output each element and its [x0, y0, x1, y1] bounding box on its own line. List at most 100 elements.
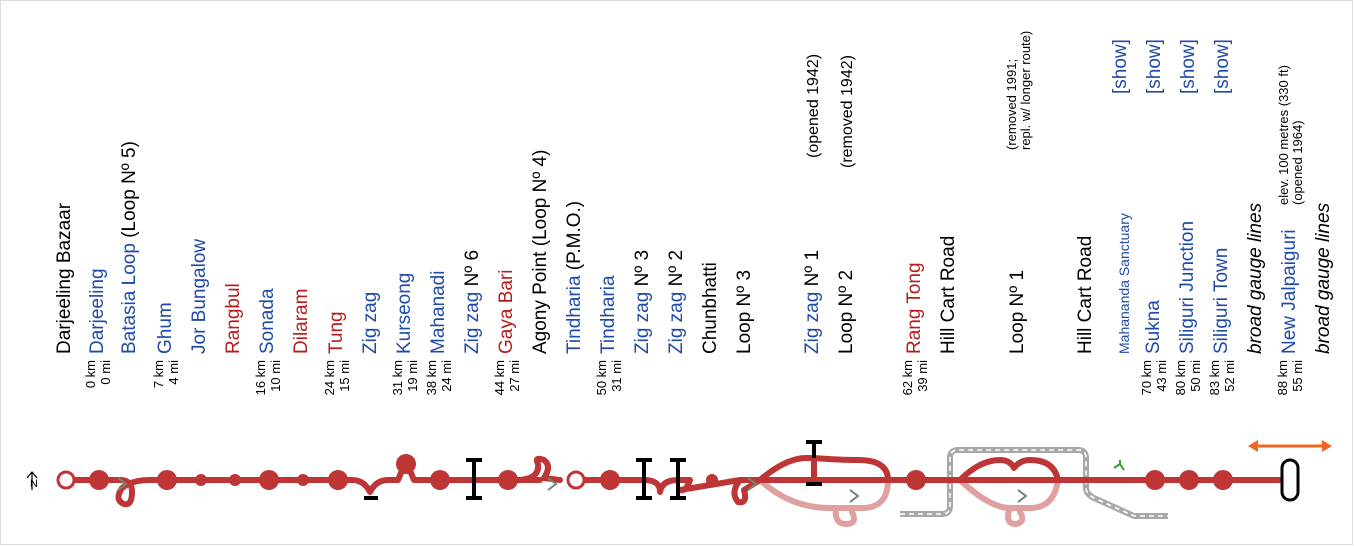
station-label: Zig zag Nº 6: [457, 42, 491, 412]
show-toggle-link[interactable]: [show]: [1110, 39, 1131, 94]
route-diagram: N: [26, 440, 1332, 528]
station-label: 44 km 27 mi Gaya Bari: [491, 42, 525, 412]
removed-track: [757, 477, 1061, 528]
station-name-text: Zig zag: [632, 291, 653, 354]
distance-mi: 27 mi: [507, 360, 522, 392]
station-name-text: Zig zag: [802, 291, 823, 354]
station-name[interactable]: Sukna: [1142, 300, 1166, 354]
station-dot: [1179, 470, 1199, 490]
distance-km: 38 km: [424, 360, 439, 396]
station-name-suffix: Nº 6: [462, 249, 483, 292]
station-label: 7 km 4 mi Ghum: [150, 42, 184, 412]
station-name[interactable]: Tung: [325, 311, 349, 354]
station-name[interactable]: New Jalpaiguri: [1278, 229, 1302, 354]
station-label: Zig zag Nº 2: [661, 42, 695, 412]
station-label: Jor Bungalow: [184, 42, 218, 412]
station-name-suffix: (Loop Nº 5): [119, 141, 140, 244]
station-name-text: Hill Cart Road: [938, 235, 959, 354]
station-name[interactable]: Rangbul: [222, 283, 246, 354]
station-dot: [297, 474, 309, 486]
station-distance: 0 km 0 mi: [83, 360, 113, 412]
note-line: elev. 100 metres (330 ft): [1276, 65, 1291, 205]
distance-mi: 31 mi: [609, 360, 624, 392]
station-name[interactable]: Rang Tong: [903, 262, 927, 354]
distance-mi: 39 mi: [915, 360, 930, 392]
station-distance: 88 km 55 mi: [1275, 360, 1305, 412]
distance-mi: 52 mi: [1222, 360, 1237, 392]
station-name[interactable]: Zig zag Nº 1: [801, 250, 825, 354]
station-name[interactable]: Mahananda Sanctuary: [1112, 213, 1136, 354]
distance-mi: 43 mi: [1154, 360, 1169, 392]
station-label: Rangbul: [218, 42, 252, 412]
station-name-text: Zig zag: [360, 291, 381, 354]
north-arrow-icon: N: [26, 471, 38, 490]
station-dot: [89, 470, 109, 490]
station-dot: [566, 470, 586, 490]
station-name-text: Mahanadi: [428, 270, 449, 354]
distance-km: 0 km: [83, 360, 98, 389]
distance-km: 16 km: [253, 360, 268, 396]
station-name[interactable]: Zig zag: [359, 292, 383, 354]
station-name[interactable]: Kurseong: [393, 273, 417, 354]
station-name[interactable]: Dilaram: [290, 289, 314, 354]
station-label: Agony Point (Loop Nº 4): [525, 42, 559, 412]
station-name[interactable]: Ghum: [154, 302, 178, 354]
station-label: broad gauge lines: [1308, 42, 1342, 412]
station-name[interactable]: Darjeeling: [86, 268, 110, 354]
distance-mi: 24 mi: [439, 360, 454, 392]
station-dot: [157, 470, 177, 490]
station-name[interactable]: Tindharia: [597, 275, 621, 354]
distance-mi: 50 mi: [1188, 360, 1203, 392]
station-distance: 50 km 31 mi: [594, 360, 624, 412]
station-name[interactable]: Sonada: [256, 288, 280, 354]
station-name: Chunbhatti: [699, 262, 723, 354]
station-distance: 24 km 15 mi: [322, 360, 352, 412]
station-name-text: Siliguri Town: [1211, 247, 1232, 354]
distance-mi: 4 mi: [166, 360, 181, 385]
station-name-text: Zig zag: [666, 291, 687, 354]
station-name-text: Tindharia: [598, 275, 619, 354]
station-name[interactable]: Zig zag Nº 3: [631, 250, 655, 354]
station-distance: 31 km 19 mi: [390, 360, 420, 412]
station-label: Tindharia (P.M.O.): [559, 42, 593, 412]
show-toggle-link[interactable]: [show]: [1144, 39, 1165, 94]
station-dot: [229, 474, 241, 486]
station-name[interactable]: Siliguri Junction: [1176, 221, 1200, 354]
distance-km: 44 km: [492, 360, 507, 396]
station-name[interactable]: Batasia Loop (Loop Nº 5): [118, 141, 142, 354]
distance-km: 88 km: [1275, 360, 1290, 396]
distance-km: 70 km: [1139, 360, 1154, 396]
distance-km: 31 km: [390, 360, 405, 396]
show-toggle-link[interactable]: [show]: [1178, 39, 1199, 94]
note-line: (opened 1942): [805, 53, 822, 158]
station-name[interactable]: Mahanadi: [427, 271, 451, 354]
station-name-text: Loop Nº 1: [1007, 269, 1028, 354]
station-name[interactable]: Zig zag Nº 6: [461, 250, 485, 354]
note-line: (removed 1991;: [1004, 58, 1019, 150]
show-toggle-link[interactable]: [show]: [1212, 39, 1233, 94]
station-name[interactable]: Gaya Bari: [495, 270, 519, 354]
station-name: Loop Nº 2: [835, 270, 859, 354]
station-name[interactable]: Jor Bungalow: [188, 239, 212, 354]
station-name-suffix: Nº 1: [802, 249, 823, 292]
station-label: 0 km 0 mi Darjeeling: [82, 42, 116, 412]
road-hill-cart-road: [900, 447, 1168, 519]
station-name: broad gauge lines: [1312, 203, 1336, 354]
station-name-text: broad gauge lines: [1245, 202, 1266, 354]
station-name[interactable]: Zig zag Nº 2: [665, 250, 689, 354]
station-dot: [706, 474, 718, 486]
terminus-marker: [1248, 440, 1332, 502]
station-name[interactable]: Siliguri Town: [1210, 248, 1234, 354]
station-label: 38 km 24 mi Mahanadi: [423, 42, 457, 412]
station-dot: [195, 474, 207, 486]
note-line: (removed 1942): [839, 55, 856, 168]
station-name[interactable]: Tindharia (P.M.O.): [563, 201, 587, 354]
station-distance: 44 km 27 mi: [492, 360, 522, 412]
station-label: Hill Cart Road: [933, 42, 967, 412]
station-label: 80 km 50 mi Siliguri Junction: [1172, 42, 1206, 412]
station-name-text: Sonada: [257, 288, 278, 354]
loop-direction-icons: [117, 477, 1028, 503]
station-name-text: New Jalpaiguri: [1279, 229, 1300, 354]
station-name-text: Gaya Bari: [496, 269, 517, 354]
